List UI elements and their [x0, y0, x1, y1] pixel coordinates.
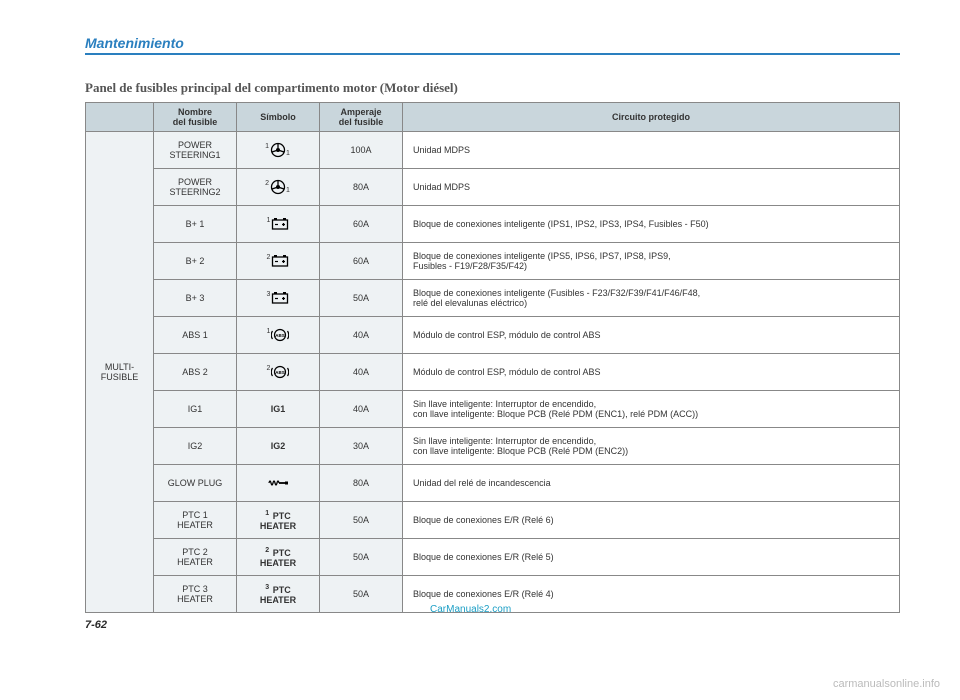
section-header: Mantenimiento	[85, 35, 900, 51]
fuse-symbol: 2 PTCHEATER	[237, 539, 320, 576]
fuse-amp: 40A	[320, 391, 403, 428]
fuse-symbol: IG1	[237, 391, 320, 428]
watermark: CarManuals2.com	[430, 604, 511, 615]
fuse-amp: 100A	[320, 132, 403, 169]
table-row: IG1IG140ASin llave inteligente: Interrup…	[86, 391, 900, 428]
fuse-amp: 50A	[320, 502, 403, 539]
fuse-amp: 50A	[320, 576, 403, 613]
footer-mark: carmanualsonline.info	[833, 678, 940, 690]
fuse-amp: 50A	[320, 539, 403, 576]
table-row: GLOW PLUG 80AUnidad del relé de incandesc…	[86, 465, 900, 502]
fuse-symbol: 1 PTCHEATER	[237, 502, 320, 539]
table-row: PTC 1HEATER1 PTCHEATER50ABloque de conex…	[86, 502, 900, 539]
page-container: Mantenimiento Panel de fusibles principa…	[0, 0, 960, 651]
fuse-desc: Módulo de control ESP, módulo de control…	[403, 317, 900, 354]
table-row: ABS 22ABS40AMódulo de control ESP, módul…	[86, 354, 900, 391]
fuse-symbol: 1ABS	[237, 317, 320, 354]
svg-text:ABS: ABS	[276, 370, 286, 375]
fuse-name: POWERSTEERING1	[154, 132, 237, 169]
fuse-name: PTC 3HEATER	[154, 576, 237, 613]
fuse-name: IG1	[154, 391, 237, 428]
page-number: 7-62	[85, 619, 900, 631]
fuse-symbol	[237, 465, 320, 502]
fuse-name: PTC 1HEATER	[154, 502, 237, 539]
table-row: ABS 11ABS40AMódulo de control ESP, módul…	[86, 317, 900, 354]
fuse-desc: Módulo de control ESP, módulo de control…	[403, 354, 900, 391]
fuse-symbol: 3 PTCHEATER	[237, 576, 320, 613]
table-row: B+ 1160ABloque de conexiones inteligente…	[86, 206, 900, 243]
fuse-desc: Unidad MDPS	[403, 132, 900, 169]
col-amp: Amperajedel fusible	[320, 103, 403, 132]
col-symbol: Símbolo	[237, 103, 320, 132]
fuse-name: IG2	[154, 428, 237, 465]
fuse-desc: Bloque de conexiones inteligente (IPS1, …	[403, 206, 900, 243]
col-desc: Circuito protegido	[403, 103, 900, 132]
table-title: Panel de fusibles principal del comparti…	[85, 80, 900, 96]
table-row: POWERSTEERING22180AUnidad MDPS	[86, 169, 900, 206]
svg-text:ABS: ABS	[276, 333, 286, 338]
fuse-desc: Bloque de conexiones inteligente (Fusibl…	[403, 280, 900, 317]
table-row: IG2IG230ASin llave inteligente: Interrup…	[86, 428, 900, 465]
fuse-name: POWERSTEERING2	[154, 169, 237, 206]
fuse-symbol: 3	[237, 280, 320, 317]
fuse-name: B+ 2	[154, 243, 237, 280]
table-body: MULTI-FUSIBLEPOWERSTEERING111100AUnidad …	[86, 132, 900, 613]
table-row: MULTI-FUSIBLEPOWERSTEERING111100AUnidad …	[86, 132, 900, 169]
header-rule	[85, 53, 900, 55]
fuse-desc: Bloque de conexiones E/R (Relé 5)	[403, 539, 900, 576]
fuse-amp: 40A	[320, 354, 403, 391]
fuse-desc: Unidad del relé de incandescencia	[403, 465, 900, 502]
fuse-name: PTC 2HEATER	[154, 539, 237, 576]
table-header-row: Nombredel fusible Símbolo Amperajedel fu…	[86, 103, 900, 132]
fuse-name: B+ 3	[154, 280, 237, 317]
fuse-symbol: 2	[237, 243, 320, 280]
fuse-table: Nombredel fusible Símbolo Amperajedel fu…	[85, 102, 900, 613]
fuse-name: B+ 1	[154, 206, 237, 243]
fuse-symbol: 1	[237, 206, 320, 243]
fuse-amp: 60A	[320, 206, 403, 243]
fuse-amp: 50A	[320, 280, 403, 317]
fuse-desc: Sin llave inteligente: Interruptor de en…	[403, 391, 900, 428]
fuse-symbol: IG2	[237, 428, 320, 465]
fuse-symbol: 21	[237, 169, 320, 206]
col-group	[86, 103, 154, 132]
table-row: B+ 3350ABloque de conexiones inteligente…	[86, 280, 900, 317]
fuse-amp: 80A	[320, 169, 403, 206]
fuse-symbol: 2ABS	[237, 354, 320, 391]
fuse-desc: Sin llave inteligente: Interruptor de en…	[403, 428, 900, 465]
table-row: PTC 2HEATER2 PTCHEATER50ABloque de conex…	[86, 539, 900, 576]
group-cell: MULTI-FUSIBLE	[86, 132, 154, 613]
fuse-desc: Bloque de conexiones E/R (Relé 6)	[403, 502, 900, 539]
fuse-desc: Bloque de conexiones inteligente (IPS5, …	[403, 243, 900, 280]
fuse-amp: 30A	[320, 428, 403, 465]
fuse-amp: 80A	[320, 465, 403, 502]
fuse-name: ABS 1	[154, 317, 237, 354]
col-name: Nombredel fusible	[154, 103, 237, 132]
fuse-name: GLOW PLUG	[154, 465, 237, 502]
fuse-amp: 60A	[320, 243, 403, 280]
fuse-amp: 40A	[320, 317, 403, 354]
fuse-desc: Unidad MDPS	[403, 169, 900, 206]
fuse-name: ABS 2	[154, 354, 237, 391]
fuse-symbol: 11	[237, 132, 320, 169]
table-row: B+ 2260ABloque de conexiones inteligente…	[86, 243, 900, 280]
